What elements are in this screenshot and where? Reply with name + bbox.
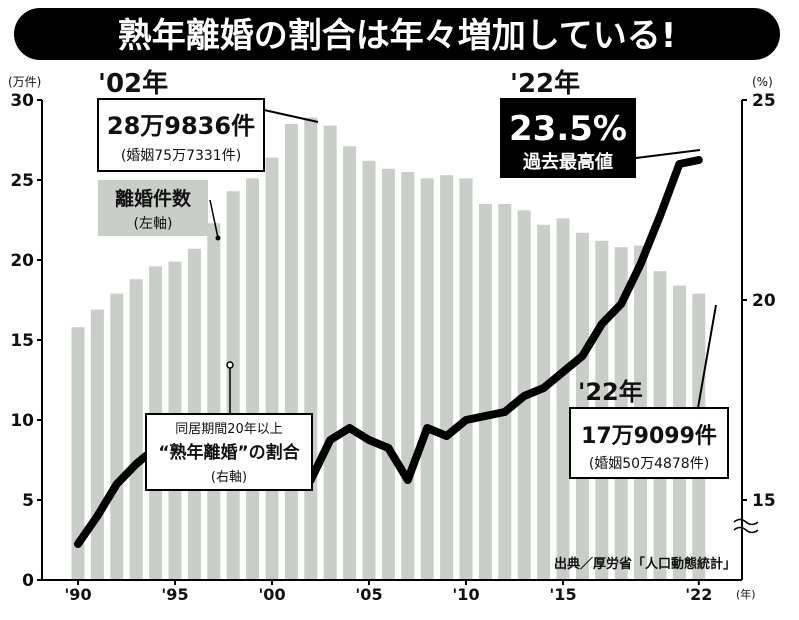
peak-leader-line (263, 109, 319, 123)
left-tick-label-25: 25 (10, 171, 34, 191)
line-series-label-box (145, 413, 313, 491)
latest-year-label: '22年 (578, 378, 643, 406)
left-tick-label-20: 20 (10, 251, 34, 271)
right-tick-label-15: 15 (752, 491, 776, 511)
bar-2008 (420, 178, 434, 580)
left-tick-label-10: 10 (10, 411, 34, 431)
bar-2003 (323, 125, 337, 580)
bar-1999 (246, 178, 260, 580)
bar-series-label-bg (98, 180, 208, 236)
bar-2014 (537, 224, 551, 581)
x-tick-label-2015: '15 (549, 585, 576, 604)
latest-marriages: (婚姻50万4878件) (589, 456, 709, 472)
peak-year-label: '02年 (98, 68, 168, 99)
left-axis-unit: (万件) (8, 75, 41, 89)
x-tick-label-2000: '00 (258, 585, 285, 604)
bar-1997 (207, 223, 221, 580)
bar-2010 (459, 178, 473, 580)
line-series-name-2: “熟年離婚”の割合 (158, 442, 300, 463)
bar-2009 (440, 175, 454, 580)
latest-value: 17万9099件 (581, 424, 717, 449)
right-tick-label-25: 25 (752, 91, 776, 111)
bar-series-axis: (左軸) (134, 216, 173, 232)
source-note: 出典／厚労省「人口動態統計」 (554, 556, 736, 572)
bar-2015 (556, 218, 570, 580)
bar-2007 (401, 172, 415, 580)
bar-2016 (575, 232, 589, 581)
left-tick-label-0: 0 (22, 571, 34, 591)
bar-1998 (226, 191, 240, 580)
bar-2005 (362, 160, 376, 581)
left-tick-label-5: 5 (22, 491, 34, 511)
peak-box (97, 98, 265, 172)
latest-annotation: '22年 17万9099件 (婚姻50万4878件) (569, 378, 729, 479)
bar-label-leader-dot (215, 235, 221, 241)
peak-marriages: (婚姻75万7331件) (121, 148, 241, 164)
bar-1990 (71, 327, 85, 580)
x-tick-label-2010: '10 (452, 585, 479, 604)
latest-leader-line (697, 304, 717, 409)
record-label: 過去最高値 (523, 151, 613, 173)
bar-2011 (478, 204, 492, 580)
line-series-label: 同居期間20年以上 “熟年離婚”の割合 (右軸) (145, 413, 313, 491)
x-axis-unit: (年) (736, 587, 756, 601)
record-value: 23.5% (509, 109, 627, 149)
bar-1993 (129, 279, 143, 580)
bar-2000 (265, 157, 279, 580)
axis-break-mark (733, 518, 759, 534)
record-annotation: '22年 23.5% 過去最高値 (500, 68, 636, 178)
right-tick-label-20: 20 (752, 291, 776, 311)
x-tick-label-1995: '95 (161, 585, 188, 604)
bar-2002 (304, 117, 318, 580)
left-tick-label-15: 15 (10, 331, 34, 351)
line-series-name-1: 同居期間20年以上 (175, 422, 283, 437)
bar-label-leader-line (209, 199, 219, 239)
right-axis-unit: (%) (752, 75, 773, 89)
right-ticks-group: 15 20 25 (742, 91, 776, 511)
peak-annotation: '02年 28万9836件 (婚姻75万7331件) (97, 68, 265, 172)
bar-2001 (284, 124, 298, 580)
chart-title: 熟年離婚の割合は年々増加している! (118, 16, 677, 56)
record-box (500, 98, 636, 178)
x-tick-label-1990: '90 (64, 585, 91, 604)
bar-series-label: 離婚件数 (左軸) (98, 180, 208, 236)
title-background (14, 8, 780, 60)
line-label-leader-dot (226, 361, 234, 369)
x-tick-label-2022: '22 (685, 585, 712, 604)
record-year-label: '22年 (510, 68, 580, 99)
bar-2006 (381, 168, 395, 581)
bar-series-name: 離婚件数 (115, 187, 192, 210)
left-ticks-group: 0 5 10 15 20 25 30 (10, 91, 42, 591)
left-tick-label-30: 30 (10, 91, 34, 111)
bar-2004 (343, 146, 357, 580)
bar-2012 (498, 204, 512, 580)
line-series-axis: (右軸) (211, 470, 247, 485)
peak-value: 28万9836件 (107, 112, 255, 140)
record-leader-line (635, 149, 701, 159)
title-banner: 熟年離婚の割合は年々増加している! (14, 8, 780, 60)
latest-box (569, 407, 729, 479)
bar-1992 (110, 293, 124, 580)
x-tick-label-2005: '05 (355, 585, 382, 604)
bar-1991 (90, 309, 104, 580)
x-ticks-group: '90 '95 '00 '05 '10 '15 '22 (64, 580, 712, 604)
